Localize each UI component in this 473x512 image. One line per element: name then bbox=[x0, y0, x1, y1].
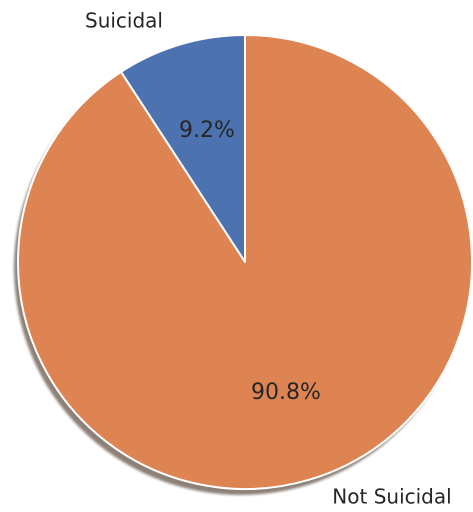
pie-slice-not-suicidal bbox=[17, 34, 473, 490]
pct-label-suicidal: 9.2% bbox=[179, 118, 235, 143]
category-label-not-suicidal: Not Suicidal bbox=[332, 485, 451, 509]
pct-label-not-suicidal: 90.8% bbox=[251, 380, 321, 405]
category-label-suicidal: Suicidal bbox=[85, 9, 163, 33]
pie-slices bbox=[17, 34, 473, 490]
pie-labels: 9.2% Suicidal 90.8% Not Suicidal bbox=[85, 9, 452, 509]
pie-slice-suicidal bbox=[119, 34, 246, 263]
